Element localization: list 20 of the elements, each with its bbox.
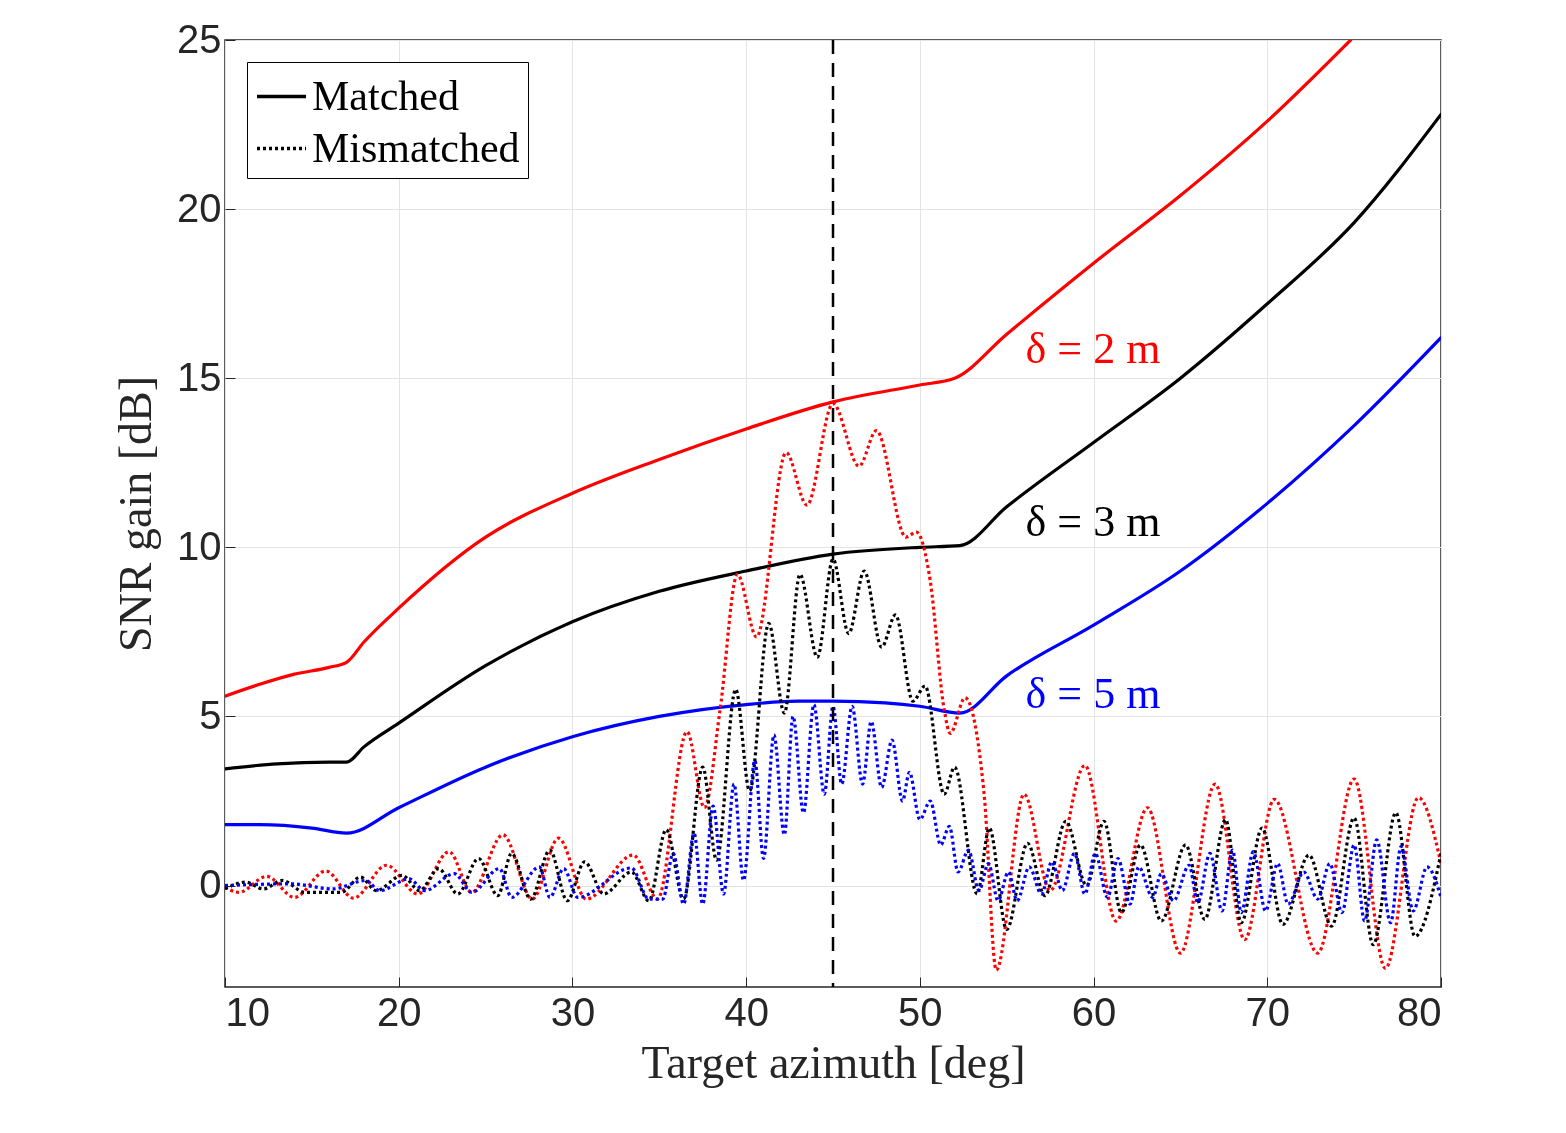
y-tick-label: 5: [199, 692, 222, 737]
x-tick-label: 60: [1071, 989, 1117, 1034]
y-tick-label: 25: [177, 16, 222, 61]
legend-label: Matched: [312, 72, 459, 119]
y-tick-label: 20: [177, 185, 222, 230]
y-axis-title: SNR gain [dB]: [110, 376, 162, 652]
y-tick-label: 10: [177, 523, 222, 568]
annotation: δ = 2 m: [1025, 324, 1161, 373]
x-tick-label: 40: [724, 989, 769, 1034]
y-tick-label: 15: [177, 354, 222, 399]
x-tick-label: 70: [1245, 989, 1291, 1034]
annotation: δ = 3 m: [1025, 497, 1161, 546]
annotation: δ = 5 m: [1025, 669, 1161, 718]
x-tick-label: 30: [550, 989, 596, 1034]
x-axis-title: Target azimuth [deg]: [641, 1036, 1026, 1088]
x-tick-label: 20: [376, 989, 422, 1034]
y-tick-label: 0: [199, 862, 222, 907]
x-tick-label: 50: [898, 989, 943, 1034]
legend-label: Mismatched: [312, 124, 520, 171]
x-tick-label: 80: [1397, 989, 1442, 1034]
